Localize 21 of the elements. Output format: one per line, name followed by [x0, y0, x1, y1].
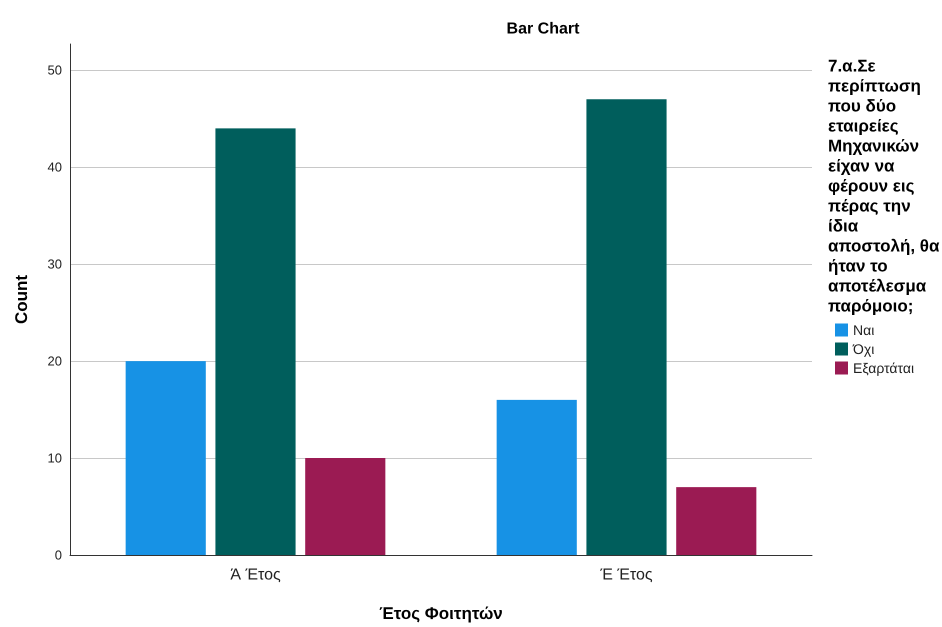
bar [586, 99, 667, 555]
y-tick-label: 0 [54, 548, 62, 562]
legend-label: Εξαρτάται [853, 360, 914, 376]
y-tick-label: 10 [48, 450, 62, 466]
x-tick-label: Έ Έτος [599, 566, 653, 584]
y-tick-label: 50 [48, 62, 62, 78]
y-tick-label: 40 [48, 160, 62, 175]
y-tick-label: 30 [48, 256, 62, 272]
bar [496, 400, 577, 555]
bar [676, 487, 756, 555]
y-tick-label: 20 [48, 354, 62, 369]
chart-title: Bar Chart [506, 20, 580, 38]
x-axis-title: Έτος Φοιτητών [379, 604, 503, 623]
legend-label: Όχι [852, 341, 874, 357]
legend-label: Ναι [853, 322, 874, 338]
bar [126, 361, 206, 555]
text: 7.α.Σε περίπτωση που δύο εταιρείες Μηχανικών είχαν να φέρουν εις πέρας την ίδια αποστολή, θα ήταν το αποτέλεσμα παρόμοιο; [828, 56, 940, 316]
bar [305, 458, 386, 555]
bar [215, 128, 296, 555]
x-tick-label: Ά Έτος [230, 566, 281, 584]
y-axis-title: Count [12, 274, 31, 324]
